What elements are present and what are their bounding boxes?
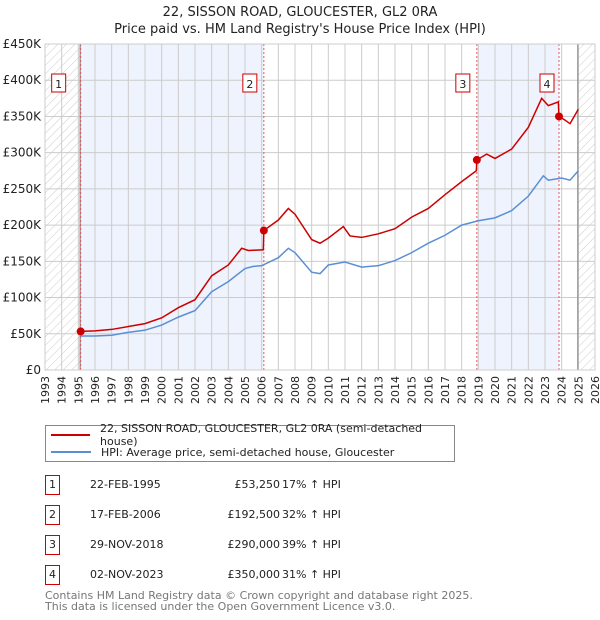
y-tick-label: £450K (3, 37, 43, 51)
y-tick-label: £400K (3, 73, 43, 87)
x-tick-label: 2013 (372, 376, 385, 404)
x-tick-label: 2002 (189, 376, 202, 404)
chart-title: 22, SISSON ROAD, GLOUCESTER, GL2 0RA (162, 5, 438, 20)
legend-hpi: HPI: Average price, semi-detached house,… (101, 445, 395, 459)
ownership-shade (476, 44, 559, 370)
x-tick-label: 2026 (589, 376, 600, 404)
x-tick-label: 2005 (239, 376, 252, 404)
y-tick-label: £0 (26, 363, 41, 377)
sale-point (76, 327, 85, 336)
sale-label: 1 (55, 78, 62, 91)
y-tick-label: £200K (3, 218, 43, 232)
x-tick-label: 2017 (439, 376, 452, 404)
sale-price: £350,000 (227, 568, 281, 581)
sale-price: £192,500 (227, 508, 281, 521)
x-tick-label: 2016 (422, 376, 435, 404)
price-chart: 1993 1994 1995 1996 1997 1998 1999 2000 2001 2002… (3, 37, 600, 404)
x-tick-label: 2004 (222, 376, 235, 404)
x-tick-label: 1998 (122, 376, 135, 404)
x-tick-label: 1995 (72, 376, 85, 404)
x-tick-label: 2015 (406, 376, 419, 404)
x-tick-label: 2001 (172, 376, 185, 404)
x-tick-label: 2023 (539, 376, 552, 404)
sale-number-badge: 2 (45, 505, 60, 525)
x-tick-label: 2000 (156, 376, 169, 404)
y-tick-label: £350K (3, 109, 43, 123)
x-tick-label: 2008 (289, 376, 302, 404)
sale-label-box (242, 73, 258, 93)
licence-text: This data is licensed under the Open Gov… (45, 600, 396, 613)
sale-label-box (51, 73, 67, 93)
plot-border (44, 43, 596, 371)
legend-property: 22, SISSON ROAD, GLOUCESTER, GL2 0RA (se… (100, 422, 423, 448)
y-tick-label: £100K (3, 291, 43, 305)
sale-price: £290,000 (227, 538, 281, 551)
sale-hpi-diff: 39% ↑ HPI (282, 538, 341, 551)
sale-label: 2 (246, 78, 253, 91)
sale-row: 4 02-NOV-2023 £350,000 31% ↑ HPI (45, 565, 465, 585)
x-tick-label: 1993 (39, 376, 52, 404)
x-tick-label: 2020 (489, 376, 502, 404)
x-tick-label: 2021 (506, 376, 519, 404)
no-data-hatch (578, 44, 595, 370)
x-tick-label: 1997 (106, 376, 119, 404)
footer: Contains HM Land Registry data © Crown c… (45, 590, 473, 612)
y-tick-label: £50K (10, 327, 42, 341)
x-tick-label: 2022 (522, 376, 535, 404)
x-tick-label: 1996 (89, 376, 102, 404)
x-tick-label: 2009 (306, 376, 319, 404)
sale-point (555, 112, 563, 121)
ownership-shade (80, 44, 264, 370)
sale-date: 17-FEB-2006 (90, 508, 161, 521)
sale-number-badge: 4 (45, 565, 60, 585)
sale-date: 22-FEB-1995 (90, 478, 161, 491)
x-tick-label: 1999 (139, 376, 152, 404)
x-tick-label: 2007 (272, 376, 285, 404)
chart-subtitle: Price paid vs. HM Land Registry's House … (114, 22, 486, 37)
sale-date: 29-NOV-2018 (90, 538, 164, 551)
x-tick-label: 2019 (472, 376, 485, 404)
sale-point (259, 226, 268, 235)
sale-number-badge: 1 (45, 475, 60, 495)
property-line-swatch (51, 434, 91, 436)
sale-label-box (539, 73, 555, 93)
sale-hpi-diff: 17% ↑ HPI (282, 478, 341, 491)
sale-price: £53,250 (234, 478, 281, 491)
property-price-line (80, 96, 579, 333)
x-tick-label: 2025 (572, 376, 585, 404)
sale-label: 4 (544, 78, 551, 91)
sale-row: 1 22-FEB-1995 £53,250 17% ↑ HPI (45, 475, 465, 495)
sale-hpi-diff: 32% ↑ HPI (282, 508, 341, 521)
x-tick-label: 2010 (322, 376, 335, 404)
sale-date: 02-NOV-2023 (90, 568, 164, 581)
sale-row: 3 29-NOV-2018 £290,000 39% ↑ HPI (45, 535, 465, 555)
copyright-text: Contains HM Land Registry data © Crown c… (45, 589, 473, 602)
x-tick-label: 2014 (389, 376, 402, 404)
hpi-line (80, 170, 579, 337)
x-tick-label: 2011 (339, 376, 352, 404)
x-tick-label: 2003 (206, 376, 219, 404)
y-tick-label: £150K (3, 254, 43, 268)
x-tick-label: 2006 (256, 376, 269, 404)
y-tick-label: £250K (3, 182, 43, 196)
x-tick-label: 2018 (456, 376, 469, 404)
no-data-hatch (45, 44, 81, 370)
sale-number-badge: 3 (45, 535, 60, 555)
y-tick-label: £300K (3, 146, 43, 160)
x-tick-label: 2012 (356, 376, 369, 404)
sale-point (472, 155, 481, 164)
x-tick-label: 2024 (556, 376, 569, 404)
sale-hpi-diff: 31% ↑ HPI (282, 568, 341, 581)
hpi-line-swatch (51, 451, 91, 453)
sale-row: 2 17-FEB-2006 £192,500 32% ↑ HPI (45, 505, 465, 525)
x-tick-label: 1994 (56, 376, 69, 404)
sale-label-box (455, 73, 471, 93)
sale-label: 3 (459, 78, 466, 91)
legend: 22, SISSON ROAD, GLOUCESTER, GL2 0RA (se… (45, 422, 455, 462)
